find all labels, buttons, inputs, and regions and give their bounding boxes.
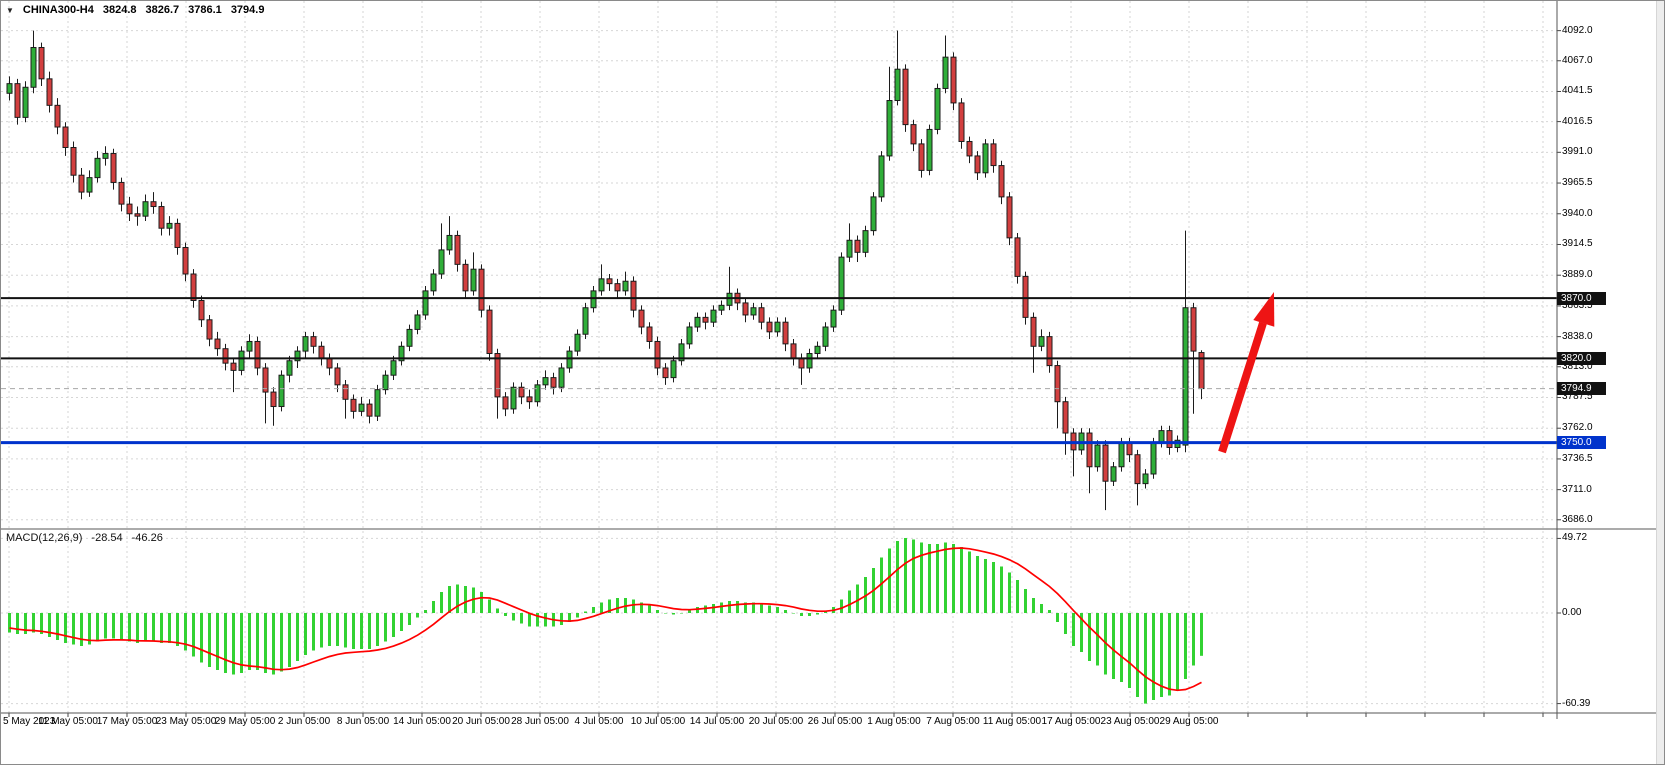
time-tick-label: 2 Jun 05:00 <box>277 716 331 727</box>
ohlc-high: 3826.7 <box>145 4 180 16</box>
time-tick-label: 8 Jun 05:00 <box>336 716 390 727</box>
price-tag-support: 3750.0 <box>1557 436 1606 450</box>
price-tick-label: 3686.0 <box>1562 513 1593 525</box>
time-tick-label: 14 Jun 05:00 <box>393 716 451 727</box>
time-tick-label: 20 Jun 05:00 <box>452 716 510 727</box>
price-tick-label: 3838.0 <box>1562 330 1593 342</box>
price-tick-label: 3991.0 <box>1562 146 1593 158</box>
time-tick-label: 23 May 05:00 <box>155 716 217 727</box>
macd-tick-label: 0.00 <box>1562 607 1582 618</box>
time-tick-label: 23 Aug 05:00 <box>1100 716 1160 727</box>
time-tick-label: 14 Jul 05:00 <box>689 716 745 727</box>
time-tick-label: 17 May 05:00 <box>96 716 158 727</box>
macd-signal-value: -46.26 <box>131 532 163 544</box>
price-tick-label: 3711.0 <box>1562 483 1592 495</box>
price-tick-label: 4041.5 <box>1562 85 1593 97</box>
ohlc-open: 3824.8 <box>102 4 137 16</box>
price-tick-label: 3813.0 <box>1562 360 1593 372</box>
macd-name: MACD(12,26,9) <box>6 532 83 544</box>
price-tag-resistance: 3870.0 <box>1557 291 1606 305</box>
time-tick-label: 28 Jun 05:00 <box>511 716 569 727</box>
macd-tick-label: 49.72 <box>1562 532 1588 544</box>
time-tick-label: 7 Aug 05:00 <box>926 716 980 727</box>
time-tick-label: 29 May 05:00 <box>214 716 276 727</box>
ohlc-low: 3786.1 <box>188 4 222 16</box>
price-tick-label: 4067.0 <box>1562 54 1593 66</box>
price-tick-label: 4092.0 <box>1562 24 1593 36</box>
time-tick-label: 17 Aug 05:00 <box>1041 716 1101 727</box>
time-tick-label: 11 May 05:00 <box>38 716 98 727</box>
price-tick-label: 3940.0 <box>1562 207 1593 219</box>
price-tick-label: 3914.5 <box>1562 238 1593 250</box>
macd-value: -28.54 <box>91 532 123 544</box>
time-tick-label: 4 Jul 05:00 <box>574 716 624 727</box>
time-tick-label: 1 Aug 05:00 <box>867 716 921 727</box>
price-tick-label: 4016.5 <box>1562 115 1593 127</box>
price-tick-label: 3762.0 <box>1562 422 1593 434</box>
macd-tick-label: -60.39 <box>1562 697 1591 709</box>
ohlc-close: 3794.9 <box>230 4 265 16</box>
time-tick-label: 29 Aug 05:00 <box>1159 716 1219 727</box>
price-tick-label: 3889.0 <box>1562 269 1593 281</box>
macd-indicator-label: MACD(12,26,9) -28.54 -46.26 <box>6 532 163 544</box>
price-tag-current-price: 3794.9 <box>1557 382 1606 396</box>
window-scrollbar[interactable] <box>1656 1 1664 764</box>
price-tick-label: 3736.5 <box>1562 452 1593 464</box>
time-tick-label: 5 May 2023 <box>3 716 56 727</box>
time-tick-label: 11 Aug 05:00 <box>982 716 1042 727</box>
chart-dropdown-icon[interactable]: ▼ <box>6 5 14 15</box>
price-tag-mid-level: 3820.0 <box>1557 351 1606 365</box>
price-tick-label: 3863.5 <box>1562 299 1593 311</box>
price-tick-label: 3787.5 <box>1562 391 1593 403</box>
time-tick-label: 26 Jul 05:00 <box>807 716 863 727</box>
price-tick-label: 3965.5 <box>1562 177 1593 189</box>
symbol-title: CHINA300-H4 <box>22 4 94 16</box>
time-tick-label: 20 Jul 05:00 <box>748 716 804 727</box>
symbol-info: ▼ CHINA300-H4 3824.8 3826.7 3786.1 3794.… <box>6 4 264 16</box>
time-tick-label: 10 Jul 05:00 <box>630 716 686 727</box>
